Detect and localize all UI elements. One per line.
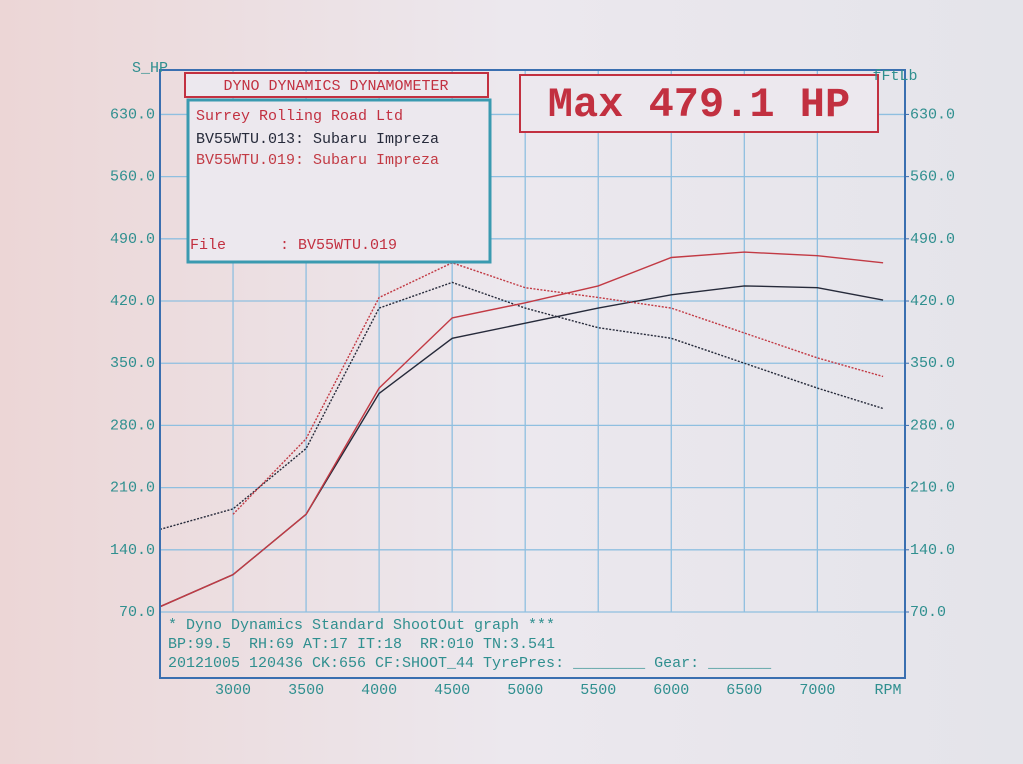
y-tick-label: 350.0 (110, 355, 155, 372)
x-tick-label: 5500 (580, 682, 616, 699)
info-box (186, 98, 492, 264)
y-tick-label: 420.0 (110, 293, 155, 310)
y-tick-label: 560.0 (110, 169, 155, 186)
footer-line: BP:99.5 RH:69 AT:17 IT:18 RR:010 TN:3.54… (168, 636, 555, 653)
header: DYNO DYNAMICS DYNAMOMETER (223, 78, 448, 95)
y-tick-label: 140.0 (110, 542, 155, 559)
y2-tick-label: 350.0 (910, 355, 955, 372)
max-label: Max 479.1 HP (548, 81, 850, 129)
x-tick-label: 6000 (653, 682, 689, 699)
x-tick-label: 6500 (726, 682, 762, 699)
x-tick-label: 5000 (507, 682, 543, 699)
max-box (519, 74, 879, 133)
y-axis-label: S_HP (132, 60, 168, 77)
file-label: File : BV55WTU.019 (190, 237, 397, 254)
line (159, 281, 884, 531)
legend-entry: BV55WTU.013: Subaru Impreza (196, 131, 439, 148)
plot-frame (159, 69, 906, 679)
y2-tick-label: 70.0 (910, 604, 946, 621)
y2-tick-label: 560.0 (910, 169, 955, 186)
y2-tick-label: 210.0 (910, 480, 955, 497)
y2-tick-label: 140.0 (910, 542, 955, 559)
y-tick-label: 280.0 (110, 417, 155, 434)
line (232, 262, 884, 515)
x-tick-label: 4500 (434, 682, 470, 699)
y2-tick-label: 280.0 (910, 417, 955, 434)
y2-axis-label: fFtLb (872, 68, 917, 85)
footer-line: 20121005 120436 CK:656 CF:SHOOT_44 TyreP… (168, 655, 772, 672)
y-tick-label: 70.0 (119, 604, 155, 621)
legend-entry: BV55WTU.019: Subaru Impreza (196, 152, 439, 169)
y2-tick-label: 630.0 (910, 106, 955, 123)
y-tick-label: 490.0 (110, 231, 155, 248)
x-axis-label: RPM (874, 682, 901, 699)
x-tick-label: 3500 (288, 682, 324, 699)
header-box (184, 72, 489, 98)
y-tick-label: 210.0 (110, 480, 155, 497)
x-tick-label: 3000 (215, 682, 251, 699)
x-tick-label: 7000 (799, 682, 835, 699)
y-tick-label: 630.0 (110, 106, 155, 123)
footer-line: * Dyno Dynamics Standard ShootOut graph … (168, 617, 555, 634)
x-tick-label: 4000 (361, 682, 397, 699)
company: Surrey Rolling Road Ltd (196, 108, 403, 125)
y2-tick-label: 490.0 (910, 231, 955, 248)
line (159, 251, 884, 608)
y2-tick-label: 420.0 (910, 293, 955, 310)
